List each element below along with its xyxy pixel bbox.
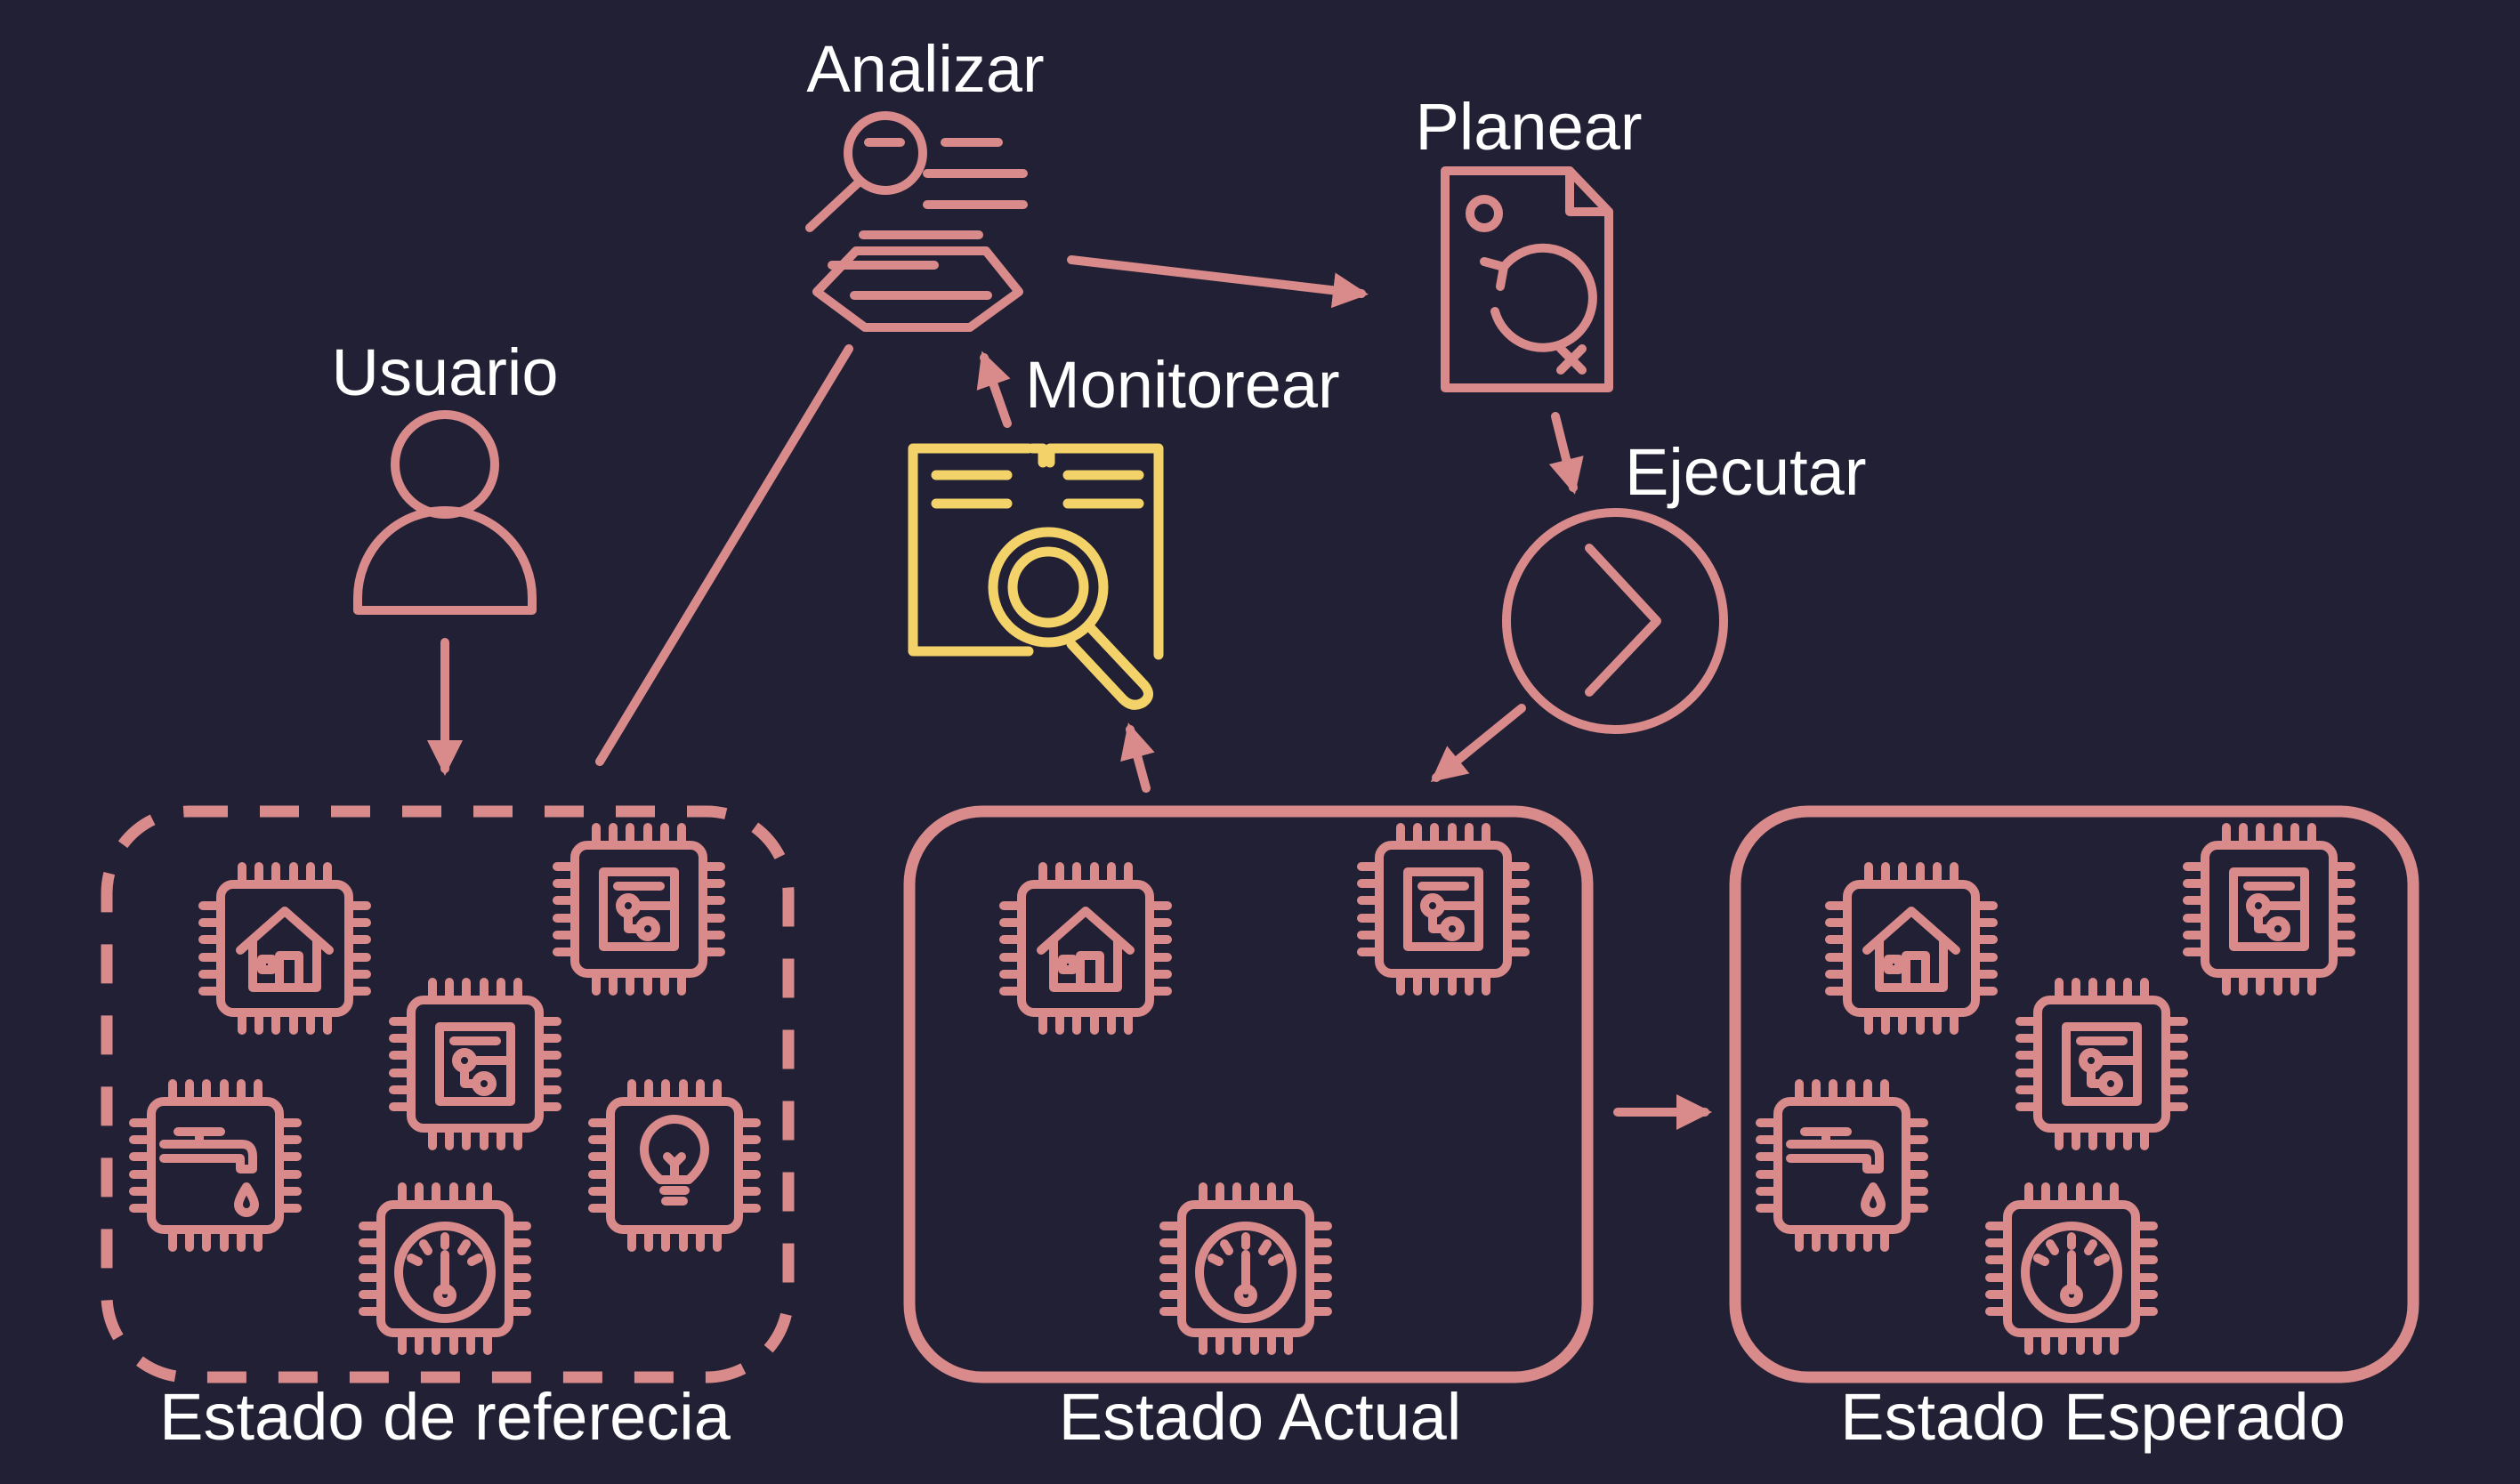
- analysis-magnifier-icon: [805, 111, 1028, 332]
- state-esperado-frame: [1729, 805, 2419, 1383]
- label-ejecutar: Ejecutar: [1625, 435, 1866, 509]
- chip-circuit-icon: [393, 982, 557, 1146]
- label-estado-referencia: Estado de referecia: [159, 1380, 731, 1454]
- state-referencia-frame: [101, 805, 795, 1383]
- plan-document-icon: [1441, 166, 1613, 392]
- chip-circuit-icon: [2187, 827, 2351, 991]
- label-monitorear: Monitorear: [1025, 348, 1340, 422]
- state-actual: [903, 805, 1594, 1383]
- arrow-monitorear-analizar: [976, 351, 1012, 428]
- chip-faucet-icon: [133, 1084, 297, 1247]
- chip-house-icon: [1004, 867, 1167, 1030]
- arrow-ejecutar-actual: [1430, 704, 1526, 783]
- state-esperado: [1729, 805, 2419, 1383]
- label-usuario: Usuario: [332, 335, 559, 409]
- chip-circuit-icon: [1361, 827, 1525, 991]
- state-referencia: [101, 805, 795, 1383]
- chip-thermometer-icon: [363, 1187, 527, 1351]
- execute-chevron-icon: [1502, 508, 1728, 734]
- label-analizar: Analizar: [806, 32, 1044, 106]
- chip-circuit-icon: [2020, 982, 2184, 1146]
- label-planear: Planear: [1415, 90, 1642, 164]
- label-estado-esperado: Estado Esperado: [1840, 1380, 2346, 1454]
- label-estado-actual: Estado Actual: [1059, 1380, 1462, 1454]
- chip-house-icon: [1829, 867, 1993, 1030]
- arrow-actual-monitorear: [1120, 722, 1155, 793]
- line-analizar-referencia: [595, 344, 853, 766]
- connectors: [427, 255, 1712, 1130]
- state-actual-frame: [903, 805, 1594, 1383]
- chip-thermometer-icon: [1164, 1187, 1328, 1351]
- chip-circuit-icon: [557, 827, 721, 991]
- chip-bulb-icon: [593, 1084, 756, 1247]
- user-icon: [353, 410, 537, 615]
- chip-thermometer-icon: [1990, 1187, 2153, 1351]
- arrow-planear-ejecutar: [1548, 412, 1584, 495]
- monitor-book-search-icon: [908, 443, 1164, 710]
- chip-house-icon: [203, 867, 367, 1030]
- arrow-analizar-planear: [1067, 255, 1369, 309]
- chip-faucet-icon: [1760, 1084, 1924, 1247]
